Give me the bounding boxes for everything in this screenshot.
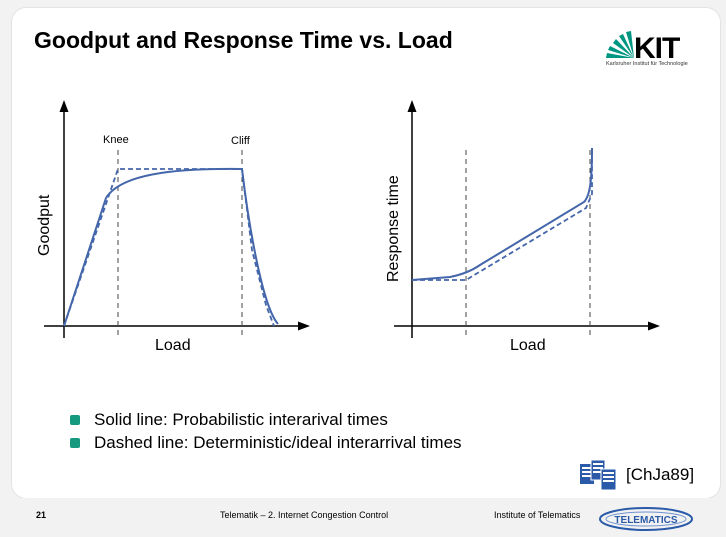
response-time-chart: Load Response time: [385, 100, 660, 354]
bullet-item: Dashed line: Deterministic/ideal interar…: [70, 431, 462, 454]
bullet-text: Solid line: Probabilistic interarival ti…: [94, 409, 388, 429]
slide-title: Goodput and Response Time vs. Load: [34, 27, 453, 53]
documents-icon: [580, 459, 617, 491]
bullet-text: Dashed line: Deterministic/ideal interar…: [94, 432, 462, 452]
bullet-item: Solid line: Probabilistic interarival ti…: [70, 408, 462, 431]
goodput-x-label: Load: [155, 337, 191, 354]
kit-logo-subtitle: Karlsruher Institut für Technologie: [606, 61, 688, 67]
response-x-label: Load: [510, 337, 546, 354]
kit-logo: KIT: [606, 31, 681, 65]
dashed-series-curve: [63, 168, 275, 327]
course-title: Telematik – 2. Internet Congestion Contr…: [220, 510, 389, 520]
institute-name: Institute of Telematics: [494, 510, 581, 520]
legend-bullets: Solid line: Probabilistic interarival ti…: [70, 408, 462, 454]
bullet-square-icon: [70, 414, 80, 425]
knee-label: Knee: [103, 134, 129, 146]
slide: [12, 8, 720, 498]
kit-fan-logo: [606, 31, 634, 58]
citation: [ChJa89]: [578, 458, 694, 492]
telematics-logo: TELEMATICS: [599, 507, 693, 531]
goodput-chart: Knee Cliff Load Goodput: [36, 100, 310, 354]
telematics-logo-text: TELEMATICS: [614, 515, 677, 526]
response-y-label: Response time: [385, 175, 402, 282]
bullet-square-icon: [70, 437, 80, 448]
solid-series-curve: [63, 167, 279, 327]
dashed-series-curve: [412, 148, 593, 281]
citation-label: [ChJa89]: [626, 465, 695, 484]
footer: 21 Telematik – 2. Internet Congestion Co…: [0, 498, 726, 537]
page-number: 21: [36, 510, 47, 520]
cliff-label: Cliff: [231, 135, 251, 147]
solid-series-curve: [411, 147, 593, 281]
kit-logo-text: KIT: [634, 32, 680, 65]
goodput-y-label: Goodput: [36, 194, 53, 256]
